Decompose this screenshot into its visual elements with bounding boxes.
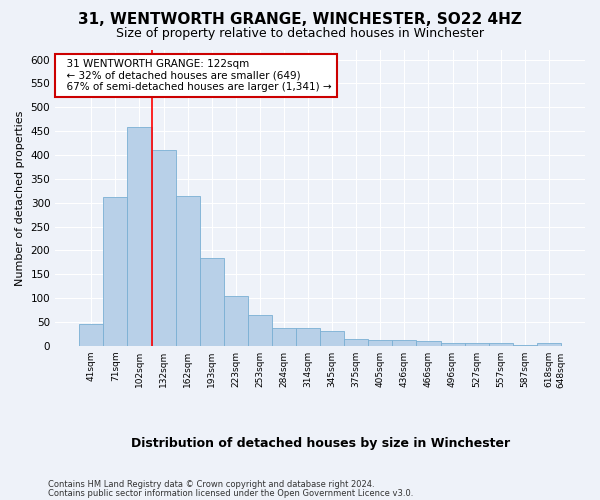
Bar (79, 324, 103, 346)
Bar (488, 344, 513, 346)
Bar (200, 258, 224, 346)
Text: 648sqm: 648sqm (556, 352, 565, 388)
Bar (464, 344, 488, 346)
Y-axis label: Number of detached properties: Number of detached properties (15, 110, 25, 286)
Text: 31 WENTWORTH GRANGE: 122sqm
  ← 32% of detached houses are smaller (649)
  67% o: 31 WENTWORTH GRANGE: 122sqm ← 32% of det… (61, 59, 332, 92)
Bar (344, 339, 368, 346)
Bar (176, 196, 200, 346)
Bar (103, 198, 127, 346)
Text: Contains public sector information licensed under the Open Government Licence v3: Contains public sector information licen… (48, 488, 413, 498)
Text: 31, WENTWORTH GRANGE, WINCHESTER, SO22 4HZ: 31, WENTWORTH GRANGE, WINCHESTER, SO22 4… (78, 12, 522, 28)
Bar (272, 328, 296, 346)
X-axis label: Distribution of detached houses by size in Winchester: Distribution of detached houses by size … (131, 437, 509, 450)
Bar (537, 344, 561, 346)
Bar (416, 341, 440, 346)
Bar (320, 332, 344, 346)
Text: Size of property relative to detached houses in Winchester: Size of property relative to detached ho… (116, 28, 484, 40)
Bar (440, 343, 464, 346)
Bar (296, 328, 320, 346)
Bar (248, 315, 272, 346)
Bar (392, 340, 416, 346)
Bar (224, 296, 248, 346)
Text: Contains HM Land Registry data © Crown copyright and database right 2024.: Contains HM Land Registry data © Crown c… (48, 480, 374, 489)
Bar (127, 127, 152, 346)
Bar (368, 340, 392, 346)
Bar (152, 150, 176, 346)
